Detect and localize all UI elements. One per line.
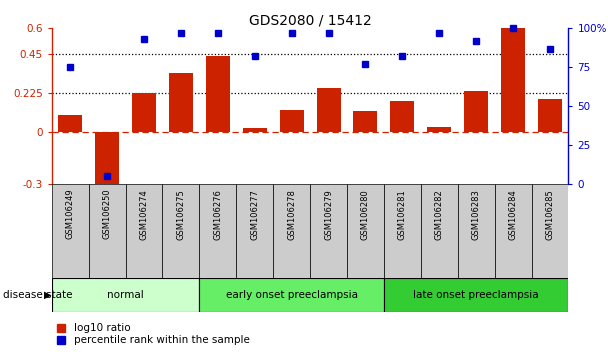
FancyBboxPatch shape [310, 184, 347, 278]
Text: late onset preeclampsia: late onset preeclampsia [413, 290, 539, 300]
FancyBboxPatch shape [458, 184, 495, 278]
Bar [317, 88, 340, 132]
Bar [353, 112, 378, 132]
FancyBboxPatch shape [531, 184, 568, 278]
Bar [390, 101, 415, 132]
Text: early onset preeclampsia: early onset preeclampsia [226, 290, 358, 300]
Bar [501, 28, 525, 132]
Text: GSM106276: GSM106276 [213, 189, 223, 240]
FancyBboxPatch shape [384, 278, 568, 312]
Title: GDS2080 / 15412: GDS2080 / 15412 [249, 13, 371, 27]
Bar [169, 73, 193, 132]
Bar [243, 128, 267, 132]
Text: GSM106283: GSM106283 [472, 189, 481, 240]
Legend: log10 ratio, percentile rank within the sample: log10 ratio, percentile rank within the … [57, 323, 249, 345]
Bar [58, 115, 82, 132]
Text: GSM106250: GSM106250 [103, 189, 111, 239]
FancyBboxPatch shape [237, 184, 273, 278]
Text: GSM106249: GSM106249 [66, 189, 75, 239]
FancyBboxPatch shape [52, 278, 199, 312]
Text: disease state: disease state [3, 290, 72, 300]
Text: GSM106275: GSM106275 [176, 189, 185, 240]
Text: GSM106284: GSM106284 [509, 189, 517, 240]
Text: GSM106282: GSM106282 [435, 189, 444, 240]
FancyBboxPatch shape [52, 184, 89, 278]
FancyBboxPatch shape [273, 184, 310, 278]
Text: GSM106278: GSM106278 [287, 189, 296, 240]
Text: GSM106285: GSM106285 [545, 189, 554, 240]
Bar [95, 132, 119, 188]
Bar [464, 91, 488, 132]
Text: GSM106279: GSM106279 [324, 189, 333, 240]
Text: GSM106277: GSM106277 [250, 189, 259, 240]
FancyBboxPatch shape [199, 278, 384, 312]
Bar [132, 93, 156, 132]
FancyBboxPatch shape [199, 184, 237, 278]
Bar [280, 110, 303, 132]
Text: normal: normal [107, 290, 144, 300]
Text: GSM106281: GSM106281 [398, 189, 407, 240]
FancyBboxPatch shape [125, 184, 162, 278]
Text: GSM106274: GSM106274 [139, 189, 148, 240]
FancyBboxPatch shape [495, 184, 531, 278]
Text: GSM106280: GSM106280 [361, 189, 370, 240]
Text: ▶: ▶ [44, 290, 52, 300]
FancyBboxPatch shape [347, 184, 384, 278]
Bar [538, 99, 562, 132]
FancyBboxPatch shape [421, 184, 458, 278]
Bar [206, 56, 230, 132]
Bar [427, 127, 451, 132]
FancyBboxPatch shape [384, 184, 421, 278]
FancyBboxPatch shape [89, 184, 125, 278]
FancyBboxPatch shape [162, 184, 199, 278]
